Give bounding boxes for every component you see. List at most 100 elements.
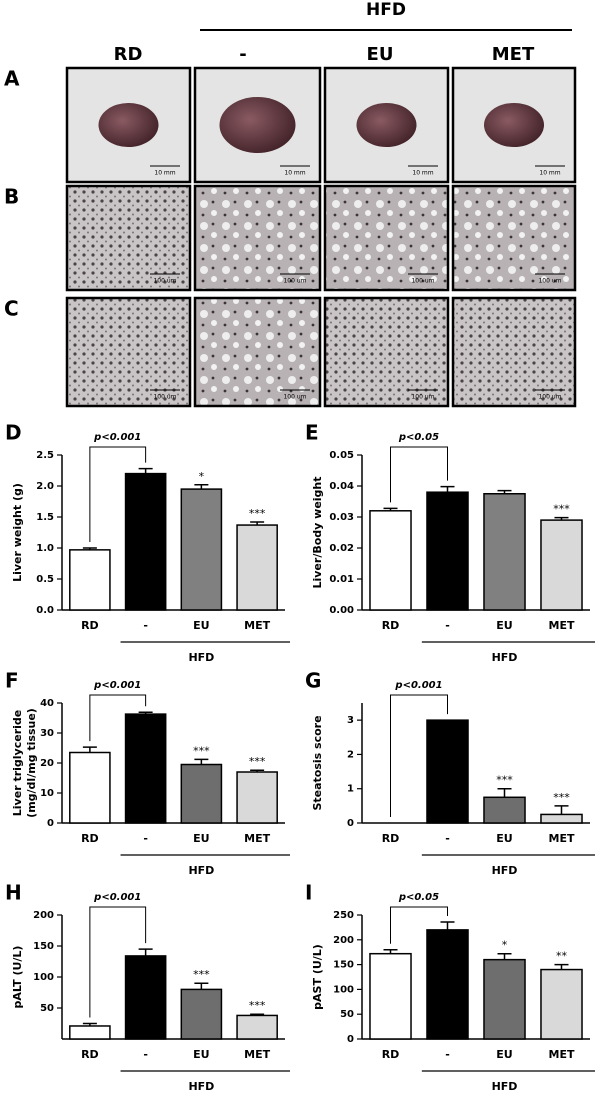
y-axis-label: pALT (U/L) [11,946,24,1009]
comparison-label: p<0.05 [398,432,439,443]
error-bar [383,948,398,954]
comparison-bracket [390,694,448,817]
y-axis-label: (mg/dl/mg tissue) [25,708,38,818]
group-label: HFD [188,864,214,877]
error-bar [554,805,569,815]
y-tick-label: 150 [33,941,54,952]
y-tick-label: 20 [40,758,54,769]
y-axis-label: Liver triglyceride [11,710,24,816]
bar [540,519,583,611]
histology-image [65,184,192,292]
error-bar [194,982,209,990]
bar [180,763,223,824]
bar [369,952,412,1040]
panel-letter: F [5,669,19,693]
y-axis-label: pAST (U/L) [311,944,324,1010]
histology-image [193,296,322,408]
histology-image [193,184,322,292]
histology-image [65,296,192,408]
x-tick-label: RD [382,619,400,632]
group-label: HFD [492,651,518,664]
panel-letter: E [305,421,319,445]
bar [426,491,469,611]
y-tick-label: 200 [33,910,54,921]
bar [483,796,526,824]
bar [540,968,583,1040]
histology-image [451,184,577,292]
scale-bar-label: 10 mm [154,170,175,177]
x-tick-label: - [143,619,148,632]
x-tick-label: - [445,1048,450,1061]
significance-label: *** [249,755,266,768]
error-bar [82,746,97,753]
histology-image [323,296,450,408]
comparison-bracket [390,446,448,503]
error-bar [383,507,398,511]
y-tick-label: 0.00 [329,605,354,616]
error-bar [194,758,209,765]
y-tick-label: 50 [40,1003,54,1014]
scale-bar-label: 100 um [283,394,306,401]
comparison-label: p<0.001 [394,680,442,691]
column-label: - [239,44,246,65]
comparison-bracket [89,906,147,1018]
scale-bar-label: 10 mm [539,170,560,177]
x-tick-label: - [445,832,450,845]
y-tick-label: 100 [33,972,54,983]
error-bar [497,489,512,494]
panel-letter: C [4,297,19,321]
error-bar [82,1022,97,1026]
error-bar [497,952,512,960]
error-bar [138,948,153,956]
scale-bar-label: 100 um [411,278,434,285]
error-bar [440,921,455,930]
error-bar [250,521,265,526]
significance-label: * [502,939,508,952]
comparison-bracket [390,906,448,944]
x-tick-label: MET [549,1048,575,1061]
y-tick-label: 0.0 [36,605,54,616]
bar [236,771,278,824]
scale-bar-label: 100 um [538,394,561,401]
y-axis-label: Liver weight (g) [11,483,24,582]
comparison-bracket [89,446,147,542]
error-bar [440,485,455,493]
error-bar [138,711,153,715]
y-tick-label: 30 [40,728,54,739]
x-tick-label: MET [244,832,270,845]
x-tick-label: - [143,832,148,845]
error-bar [82,547,97,550]
x-tick-label: EU [496,1048,512,1061]
column-label: MET [492,44,535,65]
bar [540,813,583,824]
error-bar [554,963,569,970]
y-tick-label: 100 [333,984,354,995]
error-bar [554,516,569,521]
y-tick-label: 150 [333,960,354,971]
y-tick-label: 0.03 [329,512,354,523]
panel-letter: I [305,881,312,905]
x-tick-label: RD [81,1048,99,1061]
y-tick-label: 1.0 [36,543,54,554]
significance-label: *** [496,774,513,787]
y-tick-label: 0 [347,1034,354,1045]
y-tick-label: 0.05 [329,450,354,461]
y-tick-label: 2.5 [36,450,54,461]
scale-bar-label: 10 mm [412,170,433,177]
scale-bar-label: 100 um [538,278,561,285]
x-tick-label: MET [549,619,575,632]
y-tick-label: 0 [347,818,354,829]
bar [483,493,526,611]
significance-label: *** [553,503,570,516]
bar [236,524,278,611]
scale-bar-label: 100 um [283,278,306,285]
x-tick-label: - [445,619,450,632]
error-bar [497,787,512,798]
y-tick-label: 40 [40,698,54,709]
x-tick-label: MET [549,832,575,845]
bar [236,1014,278,1040]
column-label: RD [114,44,143,65]
y-tick-label: 10 [40,788,54,799]
comparison-bracket [89,694,147,742]
comparison-label: p<0.05 [398,892,439,903]
